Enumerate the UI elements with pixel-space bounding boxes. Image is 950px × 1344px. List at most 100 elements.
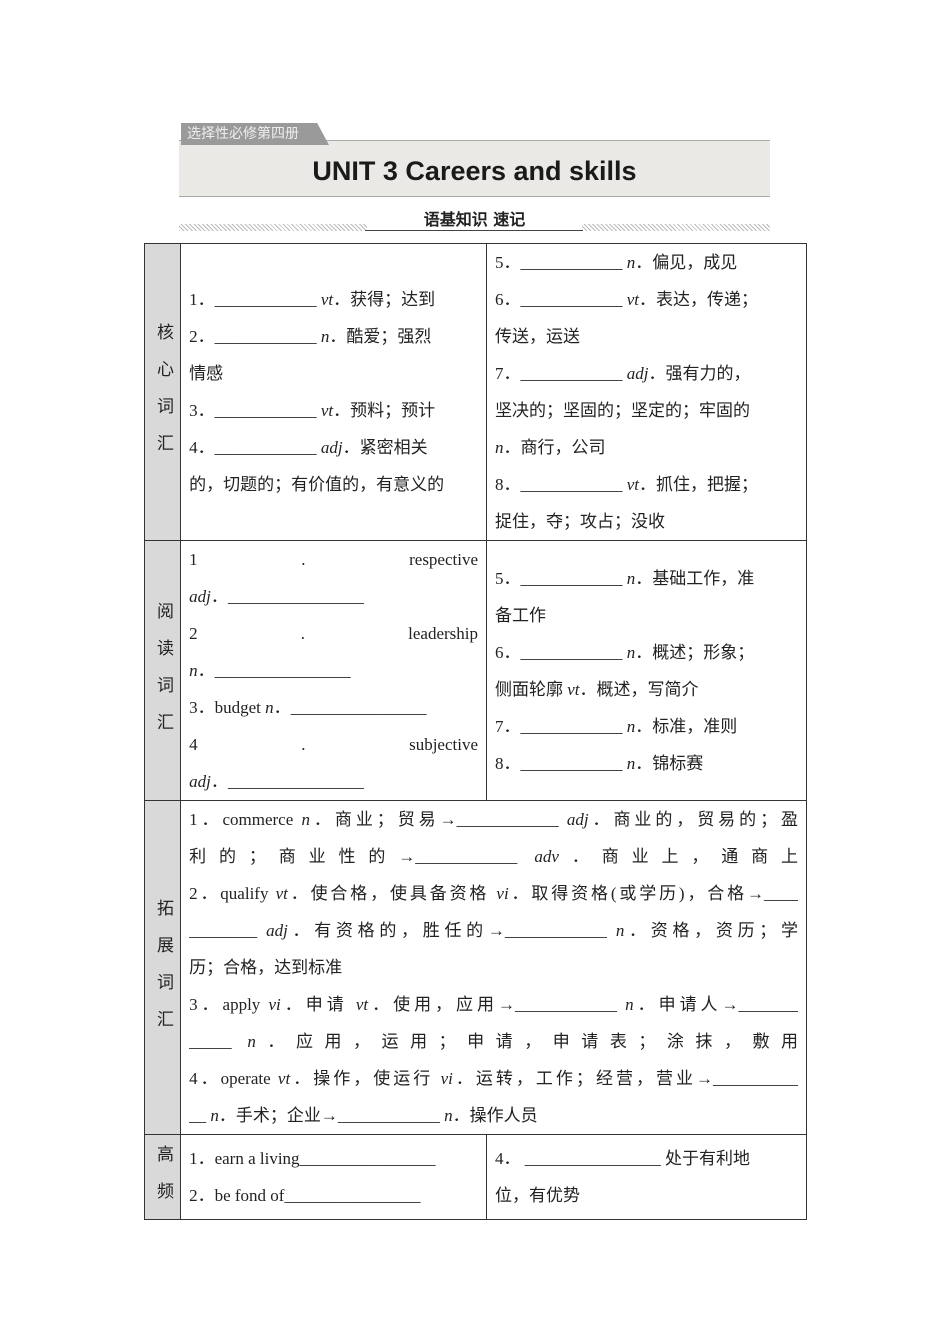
vocab-line: adj．________________ [189,578,478,615]
vocab-line: 6．____________ n．概述；形象； [495,634,798,671]
vocab-text: ．________________ [197,661,351,680]
vocab-text: 4 . subjective [189,735,479,754]
table-row: 阅读词汇 1 . respective adj．________________ 2 … [143,540,807,801]
vocab-text: ．运转，工作；经营，营业→__________ [452,1069,798,1088]
table-row: 拓展词汇 1．commerce n．商业；贸易→____________ adj．… [143,800,807,1135]
vocab-text: 2．____________ [189,327,321,346]
vocab-text: ．商业；贸易→____________ [309,810,567,829]
vocab-line: 的，切题的；有价值的，有意义的 [189,466,478,503]
vocab-line: 3．____________ vt．预料；预计 [189,392,478,429]
vocab-text: ．标准，准则 [635,716,738,736]
vocab-text: 1 . respective [189,550,479,569]
vocab-line: 4． ________________ 处于有利地 [495,1140,798,1177]
page-title: UNIT 3 Careers and skills [312,156,637,186]
vocab-text: 1．earn a living________________ [189,1149,436,1168]
row-label: 核心词汇 [153,323,174,471]
vocab-text: 6．____________ [495,290,627,309]
vocab-cell: 1．earn a living________________ 2．be fond… [180,1134,488,1220]
row-label-cell: 核心词汇 [143,243,182,541]
part-of-speech: vi [496,884,509,903]
vocab-text: ．抓住，把握； [639,475,759,494]
hatch-divider-left [179,224,367,231]
part-of-speech: n [444,1106,453,1125]
part-of-speech: n [626,253,636,272]
vocab-line: 1．commerce n．商业；贸易→____________ adj．商业的，… [189,801,798,838]
part-of-speech: n [210,1106,219,1125]
vocab-line: 捉住，夺；攻占；没收 [495,503,798,540]
vocab-text: 4． ________________ 处于有利地 [495,1149,751,1168]
vocab-cell: 1 . respective adj．________________ 2 . le… [180,540,488,801]
vocab-text: ．________________ [210,772,364,791]
row-label-cell: 阅读词汇 [143,540,182,801]
vocab-text: ．申请人→_______ [633,995,798,1014]
vocab-table: 核心词汇 1．____________ vt．获得；达到 2．___________… [143,243,807,1220]
vocab-text: 利的；商业性的→____________ [189,847,535,866]
vocab-line: __ n．手术；企业→____________ n．操作人员 [189,1097,798,1134]
vocab-cell: 5．____________ n．基础工作，准 备工作 6．____________… [486,540,807,801]
vocab-text: 8．____________ [495,753,627,773]
vocab-text: ________ [189,921,267,940]
vocab-line: 5．____________ n．偏见，成见 [495,244,798,281]
vocab-text: ．基础工作，准 [635,568,755,588]
table-row: 高频 1．earn a living________________ 2．be fo… [143,1134,807,1220]
vocab-text: 5．____________ [495,253,627,272]
part-of-speech: vi [268,995,281,1014]
vocab-text: 7．____________ [495,364,627,383]
vocab-line: 1．earn a living________________ [189,1140,478,1177]
vocab-cell: 1．commerce n．商业；贸易→____________ adj．商业的，… [180,800,807,1135]
vocab-text: 4．operate [189,1069,278,1088]
vocab-line: 7．____________ n．标准，准则 [495,708,798,745]
vocab-text: 的，切题的；有价值的，有意义的 [189,475,445,494]
vocab-text: 3．____________ [189,401,321,420]
vocab-text: ．紧密相关 [342,438,428,457]
part-of-speech: vt [567,679,580,699]
vocab-text: ．使合格，使具备资格 [287,884,497,903]
vocab-line: 7．____________ adj．强有力的， [495,355,798,392]
vocab-text: ．概述；形象； [635,642,755,662]
part-of-speech: n [626,716,636,736]
vocab-line: 位，有优势 [495,1177,798,1214]
vocab-text: 2．qualify [189,884,276,903]
vocab-text: ．锦标赛 [635,753,704,773]
vocab-text: ．操作，使运行 [290,1069,441,1088]
vocab-text: 坚决的；坚固的；坚定的；牢固的 [495,401,751,420]
vocab-text: ．应用，运用；申请，申请表；涂抹，敷用 [255,1032,798,1051]
vocab-line: 5．____________ n．基础工作，准 [495,560,798,597]
hatch-divider-right [582,224,770,231]
part-of-speech: n [189,661,198,680]
vocab-line: 备工作 [495,597,798,634]
vocab-line: adj．________________ [189,763,478,800]
vocab-text: ．概述，写简介 [579,679,699,699]
part-of-speech: n [626,568,636,588]
vocab-text: 7．____________ [495,716,627,736]
vocab-text: ．________________ [273,698,427,717]
vocab-text: ．商业上，通商上 [558,847,798,866]
vocab-line: 3．apply vi．申请 vt．使用，应用→____________ n．申请… [189,986,798,1023]
part-of-speech: adj [266,921,288,940]
vocab-text: 3．budget [189,698,266,717]
vocab-text: 1．____________ [189,290,321,309]
vocab-line: 2．qualify vt．使合格，使具备资格 vi．取得资格(或学历)，合格→_… [189,875,798,912]
vocab-text: 4．____________ [189,438,321,457]
vocab-text: 6．____________ [495,642,627,662]
vocab-text: ．操作人员 [452,1106,538,1125]
part-of-speech: vt [277,1069,291,1088]
vocab-text: ．获得；达到 [333,290,436,309]
part-of-speech: adv [534,847,559,866]
vocab-line: 4．operate vt．操作，使运行 vi．运转，工作；经营，营业→_____… [189,1060,798,1097]
vocab-line: 2．be fond of________________ [189,1177,478,1214]
row-label-cell: 拓展词汇 [143,800,182,1135]
table-row: 核心词汇 1．____________ vt．获得；达到 2．___________… [143,243,807,541]
vocab-cell: 5．____________ n．偏见，成见 6．____________ vt．… [486,243,807,541]
vocab-line: n．________________ [189,652,478,689]
part-of-speech: vi [440,1069,453,1088]
vocab-line: 情感 [189,355,478,392]
vocab-text: 8．____________ [495,475,627,494]
part-of-speech: vt [355,995,369,1014]
part-of-speech: vt [320,290,334,309]
part-of-speech: n [495,438,504,457]
part-of-speech: n [626,642,636,662]
part-of-speech: adj [320,438,343,457]
vocab-text: 2 . leadership [189,624,479,643]
